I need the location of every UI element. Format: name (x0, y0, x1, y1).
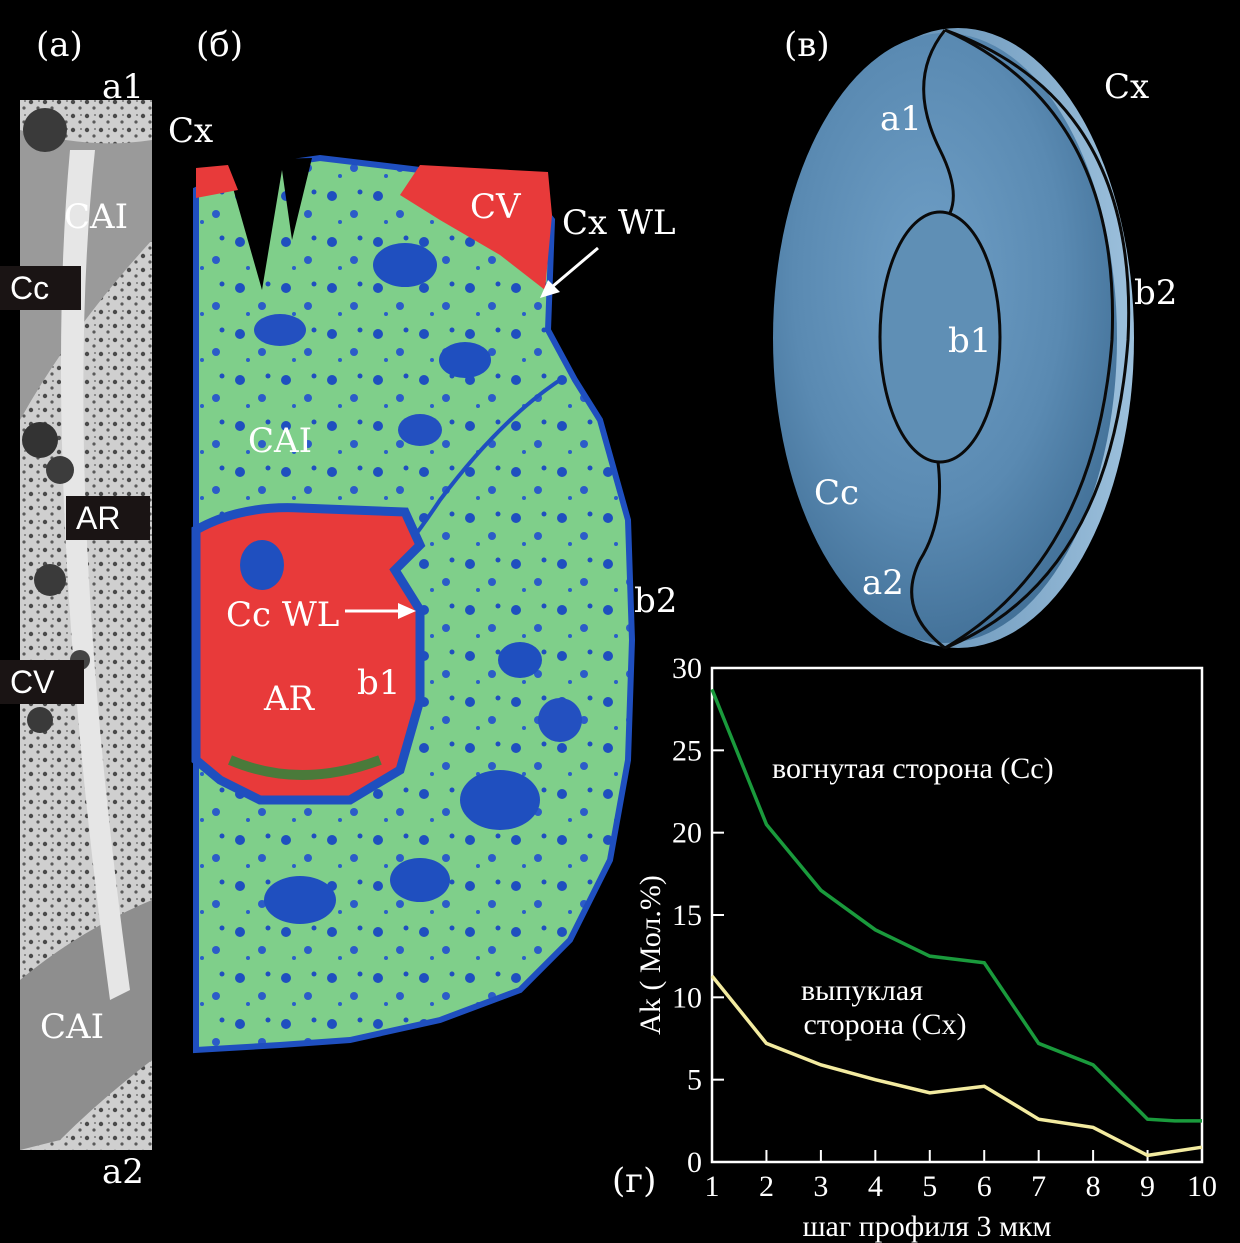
y-tick-label: 30 (672, 652, 702, 685)
x-tick-label: 3 (813, 1170, 828, 1203)
panel-a-label-a2: a2 (102, 1152, 144, 1192)
series-label-convex-line1: выпуклая (801, 974, 923, 1007)
y-axis-label: Ak ( Мол.%) (634, 875, 667, 1035)
panel-a-ar-label: AR (66, 496, 150, 540)
panel-a-cai-top: CAI (64, 197, 128, 237)
y-tick-label: 5 (687, 1064, 702, 1097)
panel-b-cv-label: CV (470, 187, 521, 227)
panel-c-a1-label: a1 (880, 99, 922, 139)
panel-a-cai-bottom: CAI (40, 1007, 104, 1047)
y-tick-label: 10 (672, 981, 702, 1014)
panel-b-letter: (б) (196, 25, 243, 65)
panel-c-a2-label: a2 (862, 563, 904, 603)
series-label-concave: вогнутая сторона (Cc) (772, 752, 1054, 785)
x-tick-label: 10 (1187, 1170, 1217, 1203)
panel-b-b2-label: b2 (634, 581, 678, 621)
series-line-concave (710, 688, 1202, 1123)
series-line-convex (710, 974, 1203, 1158)
panel-a-letter: (а) (36, 25, 83, 65)
x-tick-label: 6 (977, 1170, 992, 1203)
panel-c-b2-label: b2 (1134, 273, 1178, 313)
panel-b-ar-label: AR (264, 679, 315, 719)
x-tick-label: 7 (1031, 1170, 1046, 1203)
series-label-convex-line2: сторона (Cx) (804, 1008, 967, 1041)
panel-a-cc-label: Cc (0, 266, 81, 310)
panel-c-b1-label: b1 (948, 321, 992, 361)
panel-b-ccwl-label: Cc WL (226, 595, 340, 635)
x-tick-label: 9 (1140, 1170, 1155, 1203)
x-tick-label: 4 (868, 1170, 883, 1203)
panel-b-cai-label: CAI (248, 421, 312, 461)
y-tick-label: 15 (672, 899, 702, 932)
panel-c-cx-label: Cx (1104, 67, 1150, 107)
panel-b-cxwl-label: Cx WL (562, 203, 676, 243)
panel-c-cc-label: Cc (814, 473, 860, 513)
x-tick-label: 1 (705, 1170, 720, 1203)
panel-b-b1-label: b1 (357, 663, 401, 703)
panel-a-cv-label: CV (0, 660, 84, 704)
x-axis-label: шаг профиля 3 мкм (802, 1210, 1051, 1243)
x-tick-label: 5 (922, 1170, 937, 1203)
x-tick-label: 8 (1086, 1170, 1101, 1203)
y-tick-label: 25 (672, 734, 702, 767)
panel-a-label-a1: a1 (102, 67, 144, 107)
panel-d-letter: (г) (612, 1161, 657, 1201)
y-tick-label: 0 (687, 1146, 702, 1179)
panel-b-cx-label: Cx (168, 111, 214, 151)
x-tick-label: 2 (759, 1170, 774, 1203)
y-tick-label: 20 (672, 817, 702, 850)
